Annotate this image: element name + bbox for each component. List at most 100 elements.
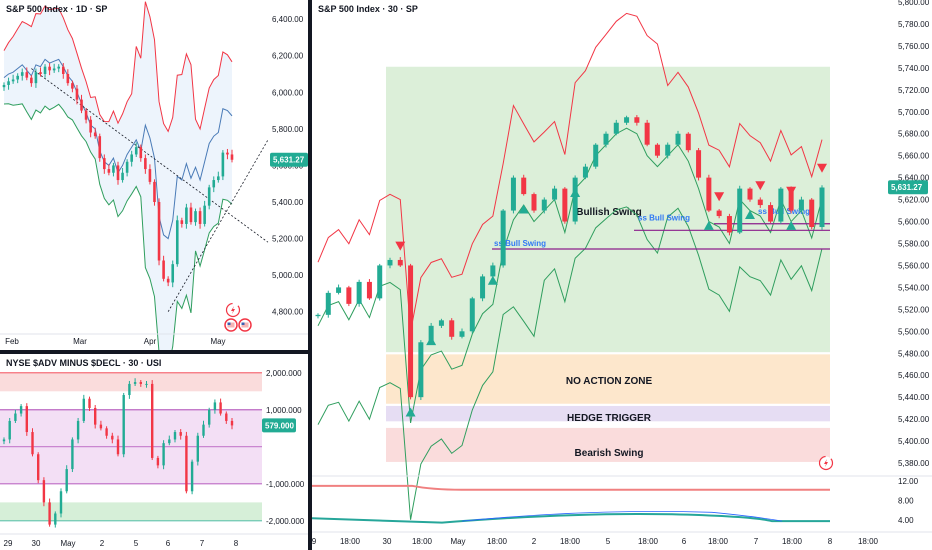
main-candle-body bbox=[562, 188, 568, 222]
main-candle-body bbox=[459, 331, 465, 337]
breadth-x-tick-label: 8 bbox=[234, 539, 239, 548]
breadth-candle-body bbox=[156, 457, 160, 466]
main-candle-body bbox=[428, 325, 434, 343]
daily-candle-body bbox=[162, 260, 165, 279]
lightning-icon bbox=[225, 302, 241, 318]
daily-lower-band-line bbox=[3, 103, 233, 350]
daily-y-tick-label: 6,000.00 bbox=[272, 88, 304, 97]
daily-candle-body bbox=[185, 207, 188, 224]
us-flag-icon-stripes bbox=[241, 322, 249, 328]
main-chart-panel[interactable]: Bullish Swing NO ACTION ZONE HEDGE TRIGGER… bbox=[312, 0, 932, 550]
breadth-candle-body bbox=[19, 406, 23, 414]
main-x-tick-label: 18:00 bbox=[340, 537, 361, 546]
main-x-tick-label: 18:00 bbox=[412, 537, 433, 546]
breadth-chart-panel[interactable]: 2,000.000 1,000.000 -1,000.000 -2,000.000 57… bbox=[0, 354, 308, 550]
breadth-candle-body bbox=[48, 502, 51, 525]
breadth-candle-body bbox=[230, 420, 234, 426]
no-action-zone bbox=[386, 354, 830, 404]
main-candle-body bbox=[603, 133, 609, 145]
breadth-candle-body bbox=[71, 439, 74, 470]
daily-candle-body bbox=[130, 154, 133, 162]
buy-signal-marker bbox=[518, 204, 529, 214]
main-candle-body bbox=[593, 144, 599, 167]
breadth-candle-body bbox=[196, 435, 199, 462]
main-candle-body bbox=[449, 320, 455, 337]
main-candle-body bbox=[654, 144, 660, 156]
daily-candle-body bbox=[20, 72, 24, 76]
main-x-tick-label: 9 bbox=[312, 537, 317, 546]
breadth-candle-body bbox=[14, 413, 17, 421]
main-x-tick-label: 18:00 bbox=[708, 537, 729, 546]
daily-candle-body bbox=[121, 172, 124, 181]
daily-candle-body bbox=[57, 66, 61, 69]
main-x-tick-label: 7 bbox=[754, 537, 759, 546]
main-y-tick-label: 5,540.00 bbox=[898, 283, 930, 292]
main-candle-body bbox=[798, 199, 804, 211]
panel-divider-vertical[interactable] bbox=[308, 0, 312, 550]
sell-signal-marker bbox=[786, 186, 797, 196]
daily-candle-body bbox=[230, 154, 234, 160]
main-y-tick-label: 5,620.00 bbox=[898, 196, 930, 205]
main-candle-body bbox=[665, 144, 671, 156]
main-candle-body bbox=[644, 122, 650, 145]
breadth-candle-body bbox=[133, 382, 137, 384]
main-x-tick-label: 18:00 bbox=[782, 537, 803, 546]
daily-chart-panel[interactable]: 6,400.006,200.006,000.005,800.005,600.00… bbox=[0, 0, 308, 350]
sell-signal-marker bbox=[817, 163, 827, 173]
buy-signal-marker bbox=[405, 407, 416, 417]
bearish-swing-label: Bearish Swing bbox=[575, 448, 644, 459]
main-candle-body bbox=[613, 122, 619, 134]
daily-candle-body bbox=[30, 77, 33, 84]
daily-candle-body bbox=[139, 147, 143, 159]
sub-indicator-blue-line bbox=[461, 511, 783, 522]
daily-candle-body bbox=[198, 211, 202, 224]
breadth-y-tick-label: 1,000.000 bbox=[266, 406, 302, 415]
panel-divider-horizontal[interactable] bbox=[0, 350, 308, 354]
breadth-x-tick-label: 6 bbox=[166, 539, 171, 548]
daily-candle-body bbox=[11, 79, 15, 82]
main-candle-body bbox=[819, 187, 825, 228]
breadth-candle-body bbox=[105, 428, 108, 436]
daily-candle-body bbox=[144, 158, 147, 170]
main-candle-body bbox=[552, 188, 558, 200]
daily-candle-body bbox=[153, 181, 156, 202]
main-candle-body bbox=[737, 188, 743, 233]
daily-y-tick-label: 5,400.00 bbox=[272, 198, 304, 207]
daily-candle-body bbox=[16, 75, 19, 80]
breadth-y-tick-label: 2,000.000 bbox=[266, 369, 302, 378]
sell-signal-marker bbox=[714, 192, 725, 202]
main-candle-body bbox=[346, 287, 352, 304]
main-candle-body bbox=[809, 199, 815, 228]
main-chart-svg[interactable]: Bullish Swing NO ACTION ZONE HEDGE TRIGGER… bbox=[312, 0, 932, 550]
main-candle-body bbox=[572, 177, 578, 222]
breadth-candle-body bbox=[151, 383, 154, 458]
breadth-chart-svg[interactable]: 2,000.0001,000.000-1,000.000-2,000.00057… bbox=[0, 354, 308, 550]
breadth-candle-body bbox=[59, 491, 63, 514]
daily-candle-body bbox=[226, 152, 229, 155]
breadth-candle-body bbox=[179, 432, 182, 436]
daily-candle-body bbox=[207, 187, 211, 206]
main-lower-band-line bbox=[317, 206, 823, 520]
main-candle-body bbox=[377, 265, 383, 299]
bull-swing-label: ss Bull Swing bbox=[494, 239, 546, 248]
main-candle-body bbox=[521, 177, 527, 195]
us-flag-icon bbox=[224, 318, 238, 332]
main-candle-body bbox=[541, 199, 547, 211]
hedge-trigger-label: HEDGE TRIGGER bbox=[567, 413, 652, 424]
daily-candle-body bbox=[107, 169, 111, 173]
main-candle-body bbox=[500, 210, 506, 266]
main-y-tick-label: 5,560.00 bbox=[898, 261, 930, 270]
us-flag-icon-stripes bbox=[227, 322, 235, 328]
daily-candle-body bbox=[98, 136, 102, 159]
breadth-candle-body bbox=[185, 435, 188, 492]
buy-signal-marker bbox=[426, 336, 437, 346]
daily-candle-body bbox=[194, 211, 197, 223]
daily-candle-body bbox=[2, 84, 6, 88]
daily-candle-body bbox=[71, 83, 74, 89]
main-candle-body bbox=[356, 281, 362, 304]
daily-chart-svg[interactable]: 6,400.006,200.006,000.005,800.005,600.00… bbox=[0, 0, 308, 350]
daily-upper-band-line bbox=[3, 1, 233, 133]
buy-signal-marker bbox=[745, 209, 755, 219]
main-price-badge-bg bbox=[888, 180, 928, 195]
us-flag-icon bbox=[238, 318, 252, 332]
